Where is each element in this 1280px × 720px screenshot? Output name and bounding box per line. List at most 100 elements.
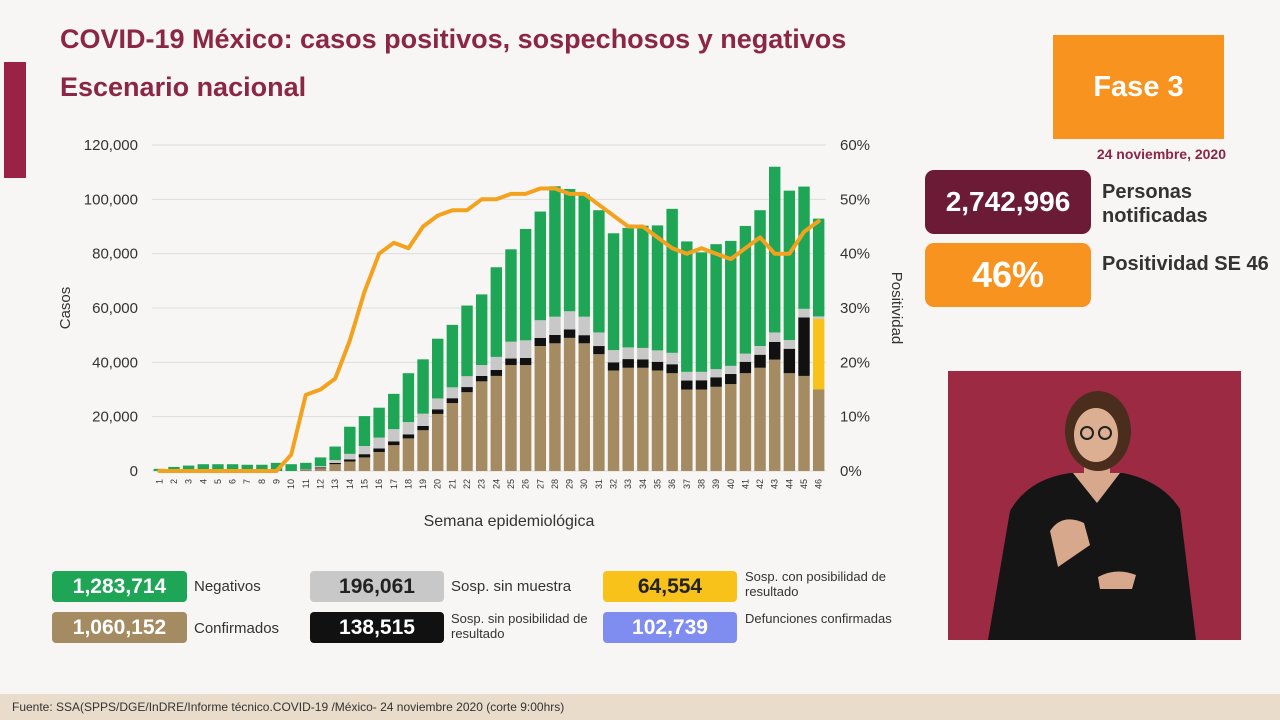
phase-badge: Fase 3 xyxy=(1053,35,1224,139)
bar-segment xyxy=(519,340,532,358)
bar-segment xyxy=(329,462,341,465)
y-right-tick-label: 60% xyxy=(840,137,870,154)
bar-segment xyxy=(637,359,649,368)
bar-segment xyxy=(549,334,561,344)
bar-segment xyxy=(637,225,649,348)
x-tick-label: 17 xyxy=(389,479,399,489)
x-tick-label: 22 xyxy=(462,479,472,489)
bar-segment xyxy=(798,317,810,376)
bar-segment xyxy=(754,354,766,368)
bar-segment xyxy=(314,466,327,468)
x-tick-label: 12 xyxy=(316,479,326,489)
bar-segment xyxy=(212,464,224,471)
legend-con-posibilidad-label: Sosp. con posibilidad de resultado xyxy=(745,569,886,599)
bar-segment xyxy=(505,249,517,342)
bar-segment xyxy=(725,240,737,366)
bar-segment xyxy=(622,227,634,348)
bar-segment xyxy=(373,448,385,452)
bar-segment xyxy=(446,403,459,471)
legend-sin-posibilidad-label: Sosp. sin posibilidad de resultado xyxy=(451,611,588,641)
bar-segment xyxy=(593,354,605,471)
bar-segment xyxy=(475,375,488,382)
bar-segment xyxy=(358,446,371,455)
x-tick-label: 45 xyxy=(799,479,809,489)
bar-segment xyxy=(534,211,546,321)
bar-segment xyxy=(329,446,341,461)
x-tick-label: 21 xyxy=(447,479,457,489)
page-subtitle: Escenario nacional xyxy=(60,72,307,102)
bar-segment xyxy=(666,352,678,365)
bar-segment xyxy=(461,392,473,471)
x-tick-label: 35 xyxy=(653,479,663,489)
bar-segment xyxy=(754,210,766,347)
bar-segment xyxy=(490,356,503,370)
bar-segment xyxy=(461,305,473,377)
bar-segment xyxy=(666,373,678,471)
x-tick-label: 37 xyxy=(682,479,692,489)
legend-confirmados-box: 1,060,152 xyxy=(52,612,187,643)
bar-segment xyxy=(344,453,356,460)
notified-value: 2,742,996 xyxy=(925,170,1091,234)
x-tick-label: 16 xyxy=(374,479,384,489)
bar-segment xyxy=(593,332,605,347)
y-right-axis-title: Positividad xyxy=(888,272,905,345)
bar-segment xyxy=(578,316,590,336)
bar-segment xyxy=(622,347,634,360)
legend-confirmados-label: Confirmados xyxy=(194,620,280,637)
bar-segment xyxy=(417,425,429,431)
bar-segment xyxy=(329,464,341,471)
interpreter-figure xyxy=(988,391,1196,640)
bar-segment xyxy=(769,341,781,360)
bar-segment xyxy=(578,194,590,317)
bar-segment xyxy=(446,398,459,404)
y-tick-label: 120,000 xyxy=(84,137,138,154)
bar-segment xyxy=(695,371,708,381)
x-tick-label: 6 xyxy=(228,479,238,484)
x-tick-label: 13 xyxy=(330,479,340,489)
bar-segment xyxy=(432,409,444,414)
y-tick-label: 80,000 xyxy=(92,246,138,263)
chart-bars xyxy=(153,166,825,471)
bar-segment xyxy=(754,346,766,355)
bar-segment xyxy=(666,364,678,374)
bar-segment xyxy=(373,437,385,449)
y-axis-title: Casos xyxy=(57,287,74,330)
bar-segment xyxy=(725,374,737,385)
y-tick-label: 40,000 xyxy=(92,354,138,371)
bar-segment xyxy=(754,367,766,471)
x-tick-label: 4 xyxy=(198,479,208,484)
bar-segment xyxy=(622,367,634,471)
bar-segment xyxy=(446,387,459,399)
x-tick-label: 14 xyxy=(345,479,355,489)
bar-segment xyxy=(475,294,488,366)
bar-segment xyxy=(475,381,488,471)
bar-segment xyxy=(300,470,312,471)
positivity-value: 46% xyxy=(925,243,1091,307)
bar-segment xyxy=(329,460,341,463)
y-right-tick-label: 10% xyxy=(840,409,870,426)
x-tick-label: 34 xyxy=(638,479,648,489)
positivity-line xyxy=(157,186,821,473)
legend-sin-posibilidad-box: 138,515 xyxy=(310,612,444,643)
bar-segment xyxy=(710,386,722,471)
bar-segment xyxy=(300,469,312,471)
bar-segment xyxy=(519,228,532,341)
bar-segment xyxy=(695,252,708,372)
y-tick-label: 0 xyxy=(130,463,138,480)
x-tick-label: 29 xyxy=(565,479,575,489)
legend-negativos-box: 1,283,714 xyxy=(52,571,187,602)
bar-segment xyxy=(241,464,253,471)
x-tick-label: 42 xyxy=(755,479,765,489)
bar-segment xyxy=(373,451,385,471)
bar-segment xyxy=(358,454,371,458)
bar-segment xyxy=(769,166,781,333)
legend-negativos-label: Negativos xyxy=(194,578,261,595)
bar-segment xyxy=(402,434,415,439)
bar-segment xyxy=(168,466,180,471)
bar-segment xyxy=(622,359,634,368)
bar-segment xyxy=(505,365,517,471)
bar-segment xyxy=(607,233,620,351)
bar-segment xyxy=(461,387,473,393)
bar-segment xyxy=(505,341,517,359)
bar-segment xyxy=(373,407,385,438)
